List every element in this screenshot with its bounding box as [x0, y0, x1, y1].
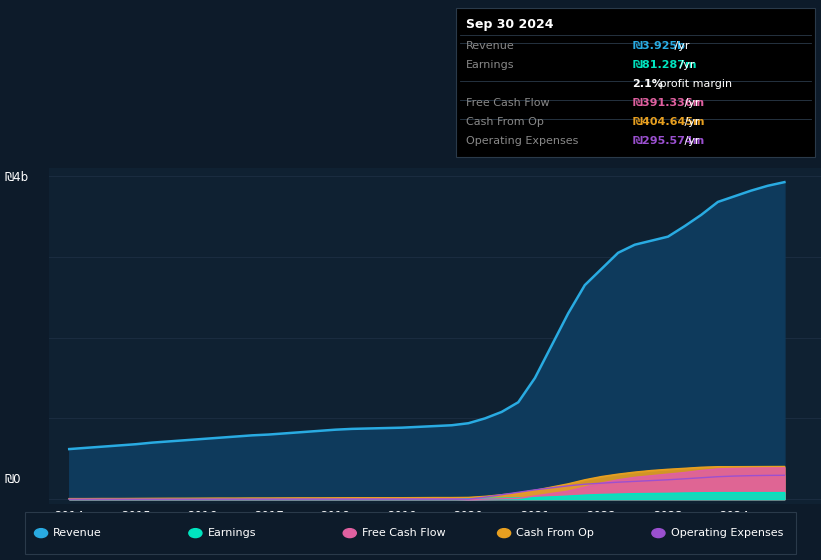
Text: Free Cash Flow: Free Cash Flow: [466, 98, 549, 108]
Text: /yr: /yr: [681, 98, 699, 108]
Text: Revenue: Revenue: [466, 41, 514, 51]
Text: ₪404.645m: ₪404.645m: [632, 117, 704, 127]
Text: Operating Expenses: Operating Expenses: [671, 528, 783, 538]
Text: ₪295.574m: ₪295.574m: [632, 136, 704, 146]
Text: /yr: /yr: [671, 41, 690, 51]
Text: /yr: /yr: [681, 117, 699, 127]
Text: /yr: /yr: [676, 60, 695, 70]
Text: Earnings: Earnings: [208, 528, 256, 538]
Text: Revenue: Revenue: [53, 528, 102, 538]
Text: ₪391.336m: ₪391.336m: [632, 98, 704, 108]
Text: ₪4b: ₪4b: [4, 171, 28, 184]
Text: Earnings: Earnings: [466, 60, 514, 70]
Text: Cash From Op: Cash From Op: [516, 528, 594, 538]
Text: ₪3.925b: ₪3.925b: [632, 41, 686, 51]
Text: 2.1%: 2.1%: [632, 79, 663, 89]
Text: ₪0: ₪0: [4, 473, 21, 486]
Text: Sep 30 2024: Sep 30 2024: [466, 18, 553, 31]
Text: Free Cash Flow: Free Cash Flow: [362, 528, 446, 538]
Text: Operating Expenses: Operating Expenses: [466, 136, 578, 146]
Text: ₪81.287m: ₪81.287m: [632, 60, 697, 70]
Text: Cash From Op: Cash From Op: [466, 117, 544, 127]
Text: profit margin: profit margin: [656, 79, 732, 89]
Text: /yr: /yr: [681, 136, 699, 146]
